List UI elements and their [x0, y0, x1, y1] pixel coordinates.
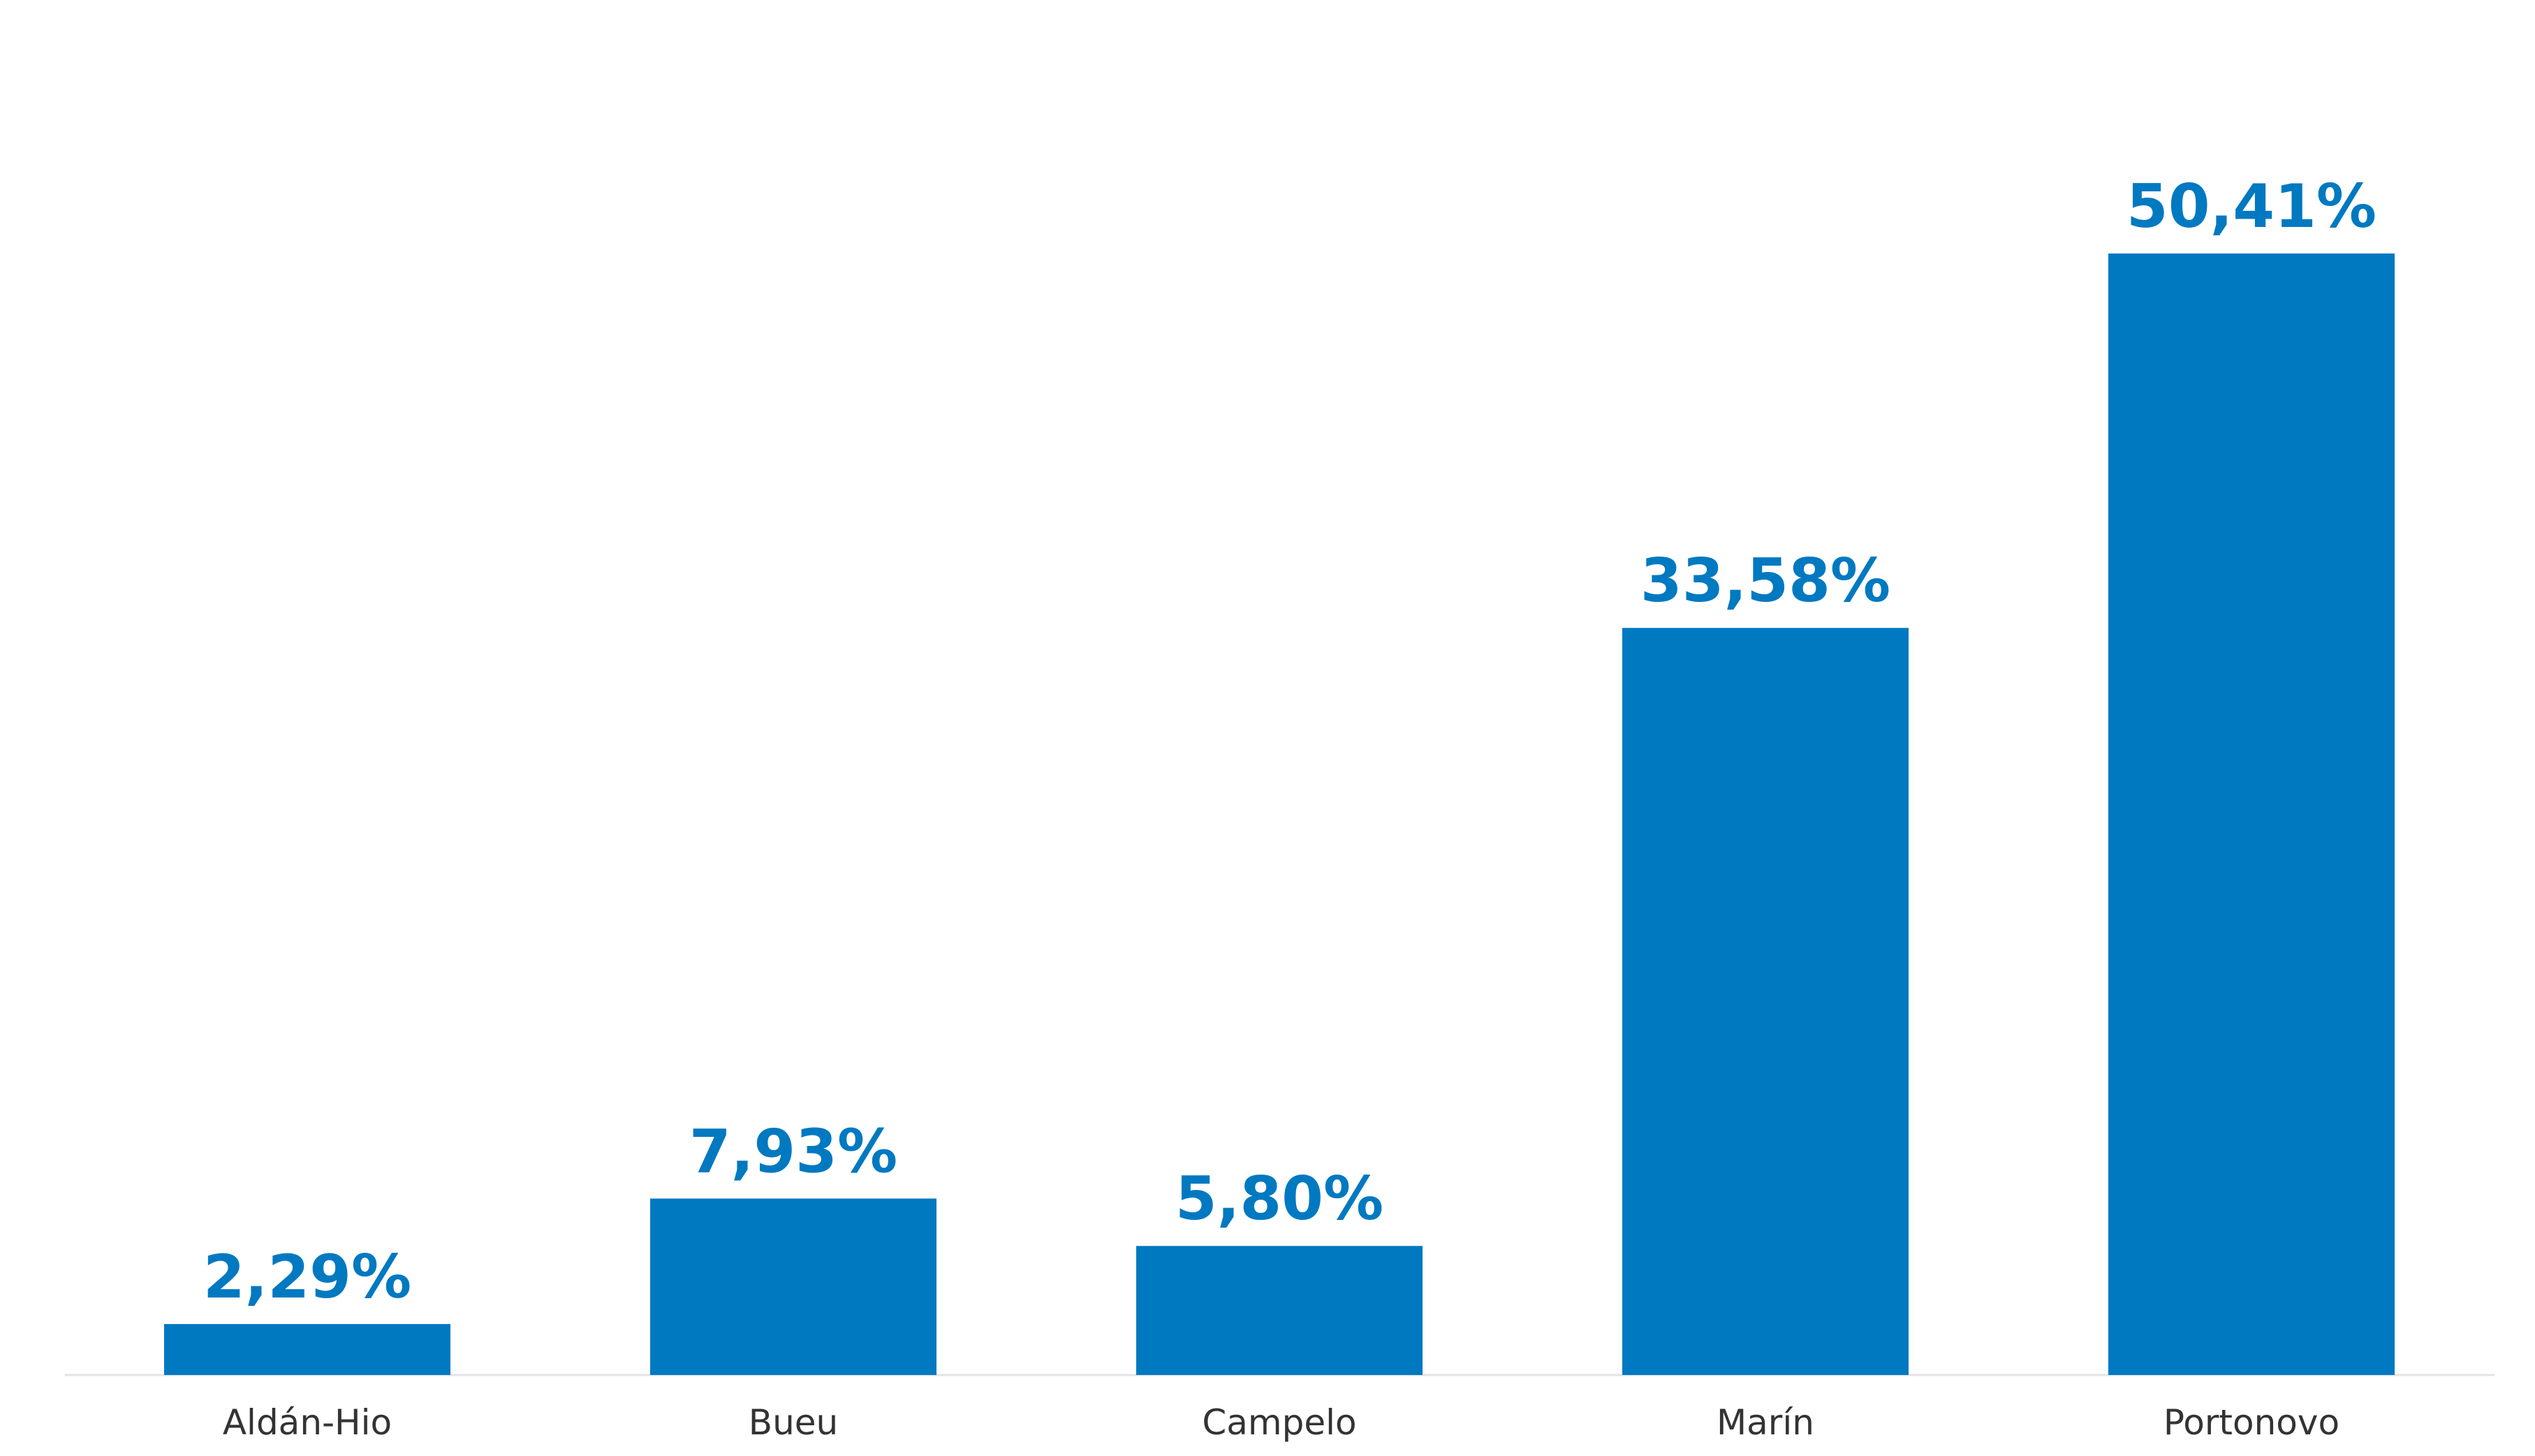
data-label: 2,29%: [203, 1242, 411, 1312]
data-label: 33,58%: [1640, 546, 1890, 616]
x-tick-label: Bueu: [749, 1402, 838, 1443]
x-tick-label: Campelo: [1202, 1402, 1356, 1443]
bar: [2108, 253, 2395, 1375]
x-tick-label: Aldán-Hio: [223, 1402, 392, 1443]
x-tick-label: Portonovo: [2163, 1402, 2339, 1443]
bar: [164, 1324, 450, 1375]
bar: [1136, 1246, 1423, 1375]
data-label: 7,93%: [689, 1117, 897, 1186]
data-label: 5,80%: [1175, 1164, 1383, 1234]
bar: [1622, 628, 1909, 1376]
data-label: 50,41%: [2126, 172, 2376, 242]
x-tick-label: Marín: [1717, 1402, 1814, 1443]
bar: [650, 1198, 936, 1375]
